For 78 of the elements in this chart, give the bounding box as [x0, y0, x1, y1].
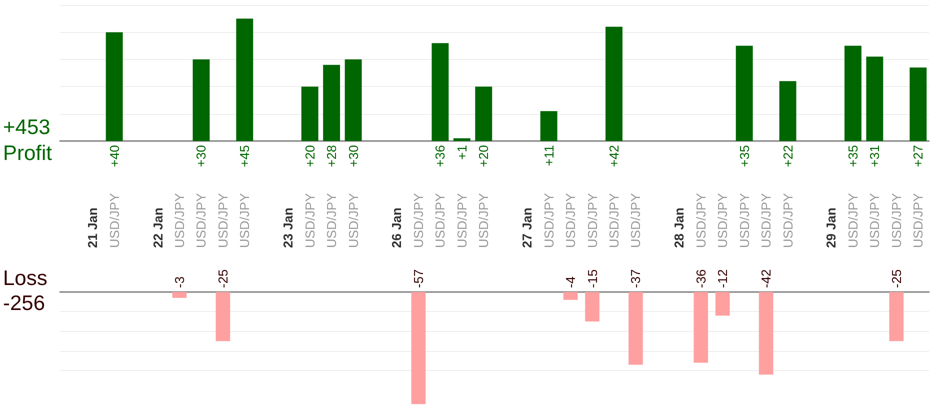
data-label: +31	[867, 145, 882, 168]
x-tick-label: 28 Jan	[672, 207, 687, 248]
data-label: +11	[541, 145, 556, 166]
data-label: -36	[693, 269, 708, 288]
x-tick-label: 26 Jan	[389, 207, 404, 248]
data-label: +40	[106, 145, 122, 168]
bar	[844, 46, 862, 141]
x-tick-label: USD/JPY	[845, 192, 860, 248]
bar	[475, 86, 492, 141]
text: +453	[3, 116, 50, 139]
x-tick-label: 22 Jan	[150, 207, 166, 248]
x-tick-label: USD/JPY	[410, 192, 426, 248]
data-label: +35	[845, 145, 860, 168]
x-tick-label: USD/JPY	[628, 192, 644, 248]
data-label: -57	[410, 269, 426, 288]
bar	[866, 56, 884, 141]
bar	[779, 81, 796, 141]
data-label: +30	[346, 145, 361, 168]
x-tick-label: USD/JPY	[237, 192, 252, 248]
bar	[606, 26, 622, 141]
data-label: +1	[454, 145, 470, 160]
bar	[106, 32, 123, 141]
x-tick-label: 29 Jan	[824, 207, 839, 248]
x-tick-label: USD/JPY	[432, 192, 448, 248]
x-tick-label: USD/JPY	[106, 192, 122, 248]
x-tick-label: USD/JPY	[563, 192, 578, 248]
data-label: +36	[432, 145, 448, 168]
data-label: +42	[606, 145, 622, 168]
x-tick-label: 23 Jan	[280, 207, 296, 248]
x-tick-label: USD/JPY	[606, 192, 622, 248]
x-tick-label: USD/JPY	[324, 192, 340, 248]
data-label: -3	[172, 276, 187, 288]
x-tick-label: USD/JPY	[194, 192, 209, 248]
x-tick-label: USD/JPY	[758, 192, 774, 248]
bar	[540, 111, 558, 141]
data-label: +30	[194, 145, 209, 168]
bar	[236, 18, 254, 141]
data-label: +35	[736, 145, 752, 168]
x-tick-label: USD/JPY	[715, 192, 730, 248]
x-tick-label: 27 Jan	[520, 207, 535, 248]
text: -256	[3, 292, 46, 315]
data-label: -25	[215, 269, 230, 288]
x-tick-label: USD/JPY	[888, 192, 904, 248]
data-label: -25	[888, 269, 904, 288]
data-label: -37	[628, 269, 644, 288]
x-tick-label: USD/JPY	[215, 192, 230, 248]
bar	[910, 68, 927, 141]
x-tick-label: USD/JPY	[693, 192, 708, 248]
data-label: -12	[715, 269, 730, 288]
x-tick-label: USD/JPY	[302, 192, 318, 248]
bar	[432, 43, 449, 141]
data-label: +27	[910, 145, 926, 168]
x-tick-label: USD/JPY	[172, 192, 187, 248]
x-tick-label: USD/JPY	[476, 192, 492, 248]
bar	[344, 59, 362, 141]
x-tick-label: USD/JPY	[584, 192, 600, 248]
bar	[323, 64, 340, 141]
data-label: +45	[237, 145, 252, 168]
data-label: +20	[476, 145, 492, 168]
x-tick-label: 21 Jan	[85, 207, 100, 248]
x-tick-label: USD/JPY	[910, 192, 926, 248]
bar	[301, 86, 318, 141]
data-label: +22	[780, 145, 796, 168]
bar	[736, 46, 753, 141]
data-label: -42	[758, 269, 774, 288]
x-tick-label: USD/JPY	[780, 192, 796, 248]
bar	[192, 59, 210, 141]
data-label: +20	[302, 145, 318, 168]
x-tick-label: USD/JPY	[541, 192, 556, 248]
y-axis-title: Profit	[3, 142, 52, 165]
data-label: -4	[563, 276, 578, 288]
x-tick-label: USD/JPY	[346, 192, 361, 248]
x-tick-label: USD/JPY	[736, 192, 752, 248]
y-axis-title: Loss	[3, 267, 48, 290]
data-label: +28	[324, 145, 340, 168]
x-tick-label: USD/JPY	[867, 192, 882, 248]
x-tick-label: USD/JPY	[454, 192, 470, 248]
data-label: -15	[584, 269, 600, 288]
